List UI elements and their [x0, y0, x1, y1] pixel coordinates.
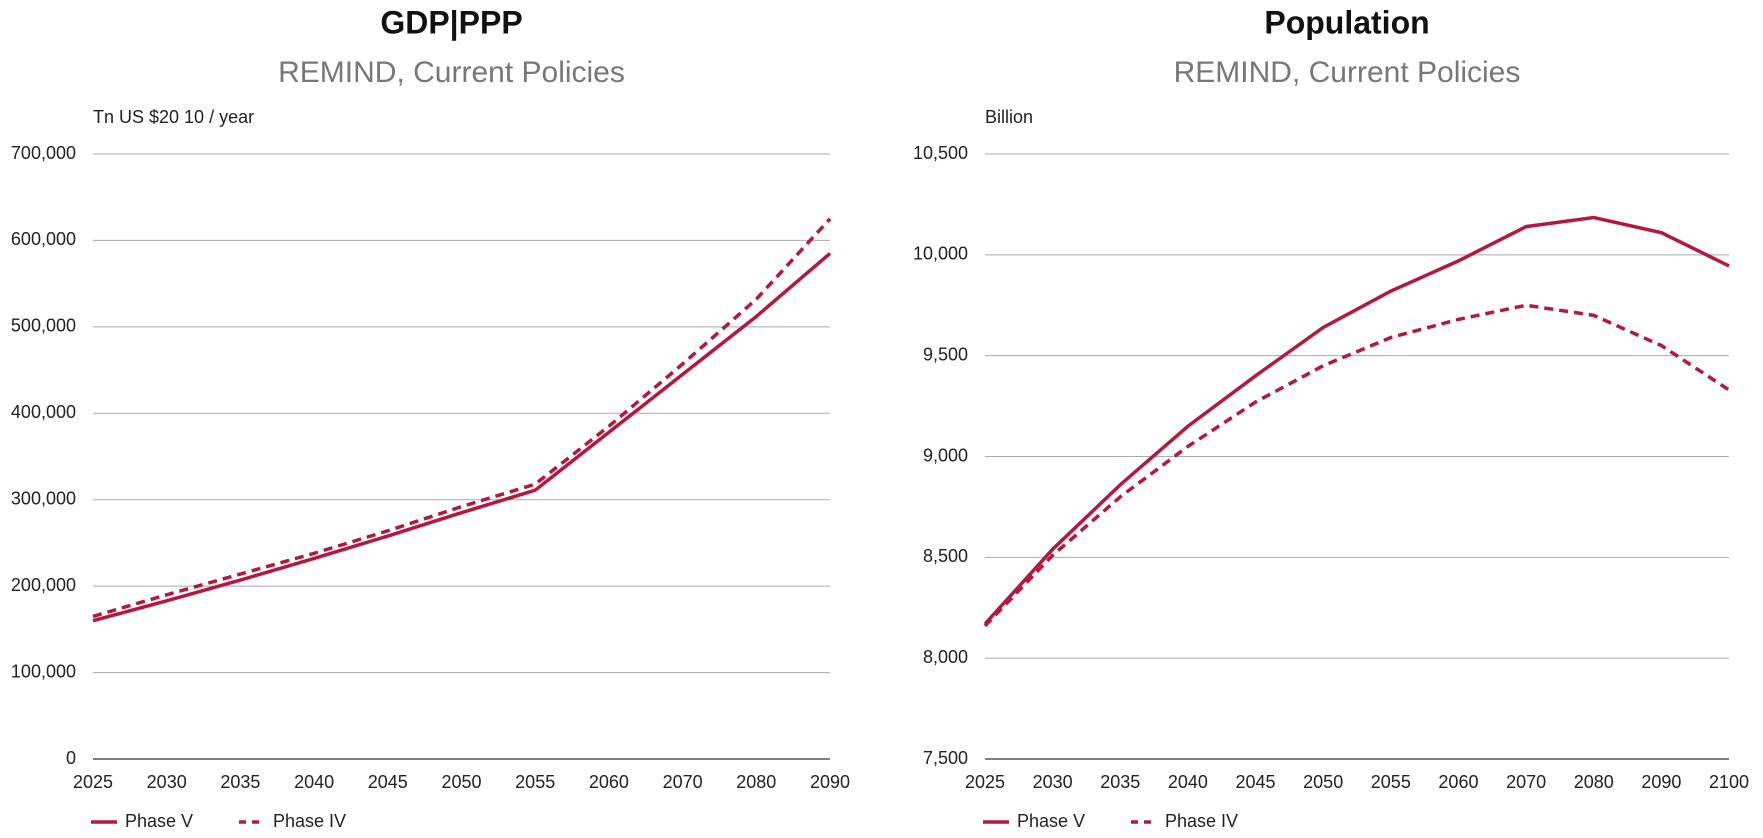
x-tick-label: 2090: [1641, 772, 1681, 792]
legend-label: Phase V: [125, 811, 193, 831]
line-series: [983, 215, 1730, 626]
y-tick-label: 600,000: [11, 229, 76, 249]
y-tick-label: 700,000: [11, 143, 76, 163]
y-tick-label: 9,000: [923, 445, 968, 465]
line-series: [983, 303, 1730, 628]
x-tick-label: 2050: [1303, 772, 1343, 792]
y-tick-label: 7,500: [923, 748, 968, 768]
legend-label: Phase IV: [1165, 811, 1238, 831]
x-tick-label: 2070: [1506, 772, 1546, 792]
x-tick-label: 2055: [515, 772, 555, 792]
y-tick-label: 300,000: [11, 488, 76, 508]
chart-title: GDP|PPP: [380, 4, 522, 40]
x-tick-label: 2060: [589, 772, 629, 792]
line-series: [92, 252, 832, 623]
y-tick-label: 0: [66, 748, 76, 768]
x-tick-label: 2040: [1168, 772, 1208, 792]
x-tick-label: 2080: [736, 772, 776, 792]
chart-title: Population: [1264, 4, 1429, 40]
x-tick-label: 2025: [73, 772, 113, 792]
line-series: [92, 217, 832, 619]
x-tick-label: 2060: [1438, 772, 1478, 792]
y-axis-label: Billion: [985, 107, 1033, 127]
legend-label: Phase V: [1017, 811, 1085, 831]
x-tick-label: 2080: [1574, 772, 1614, 792]
legend-label: Phase IV: [273, 811, 346, 831]
y-axis-label: Tn US $20 10 / year: [93, 107, 254, 127]
y-tick-label: 500,000: [11, 316, 76, 336]
x-tick-label: 2040: [294, 772, 334, 792]
y-tick-label: 8,000: [923, 647, 968, 667]
x-tick-label: 2035: [220, 772, 260, 792]
x-tick-label: 2090: [810, 772, 850, 792]
x-tick-label: 2030: [1033, 772, 1073, 792]
x-tick-label: 2025: [965, 772, 1005, 792]
x-tick-label: 2070: [663, 772, 703, 792]
y-tick-label: 10,500: [913, 143, 968, 163]
x-tick-label: 2050: [441, 772, 481, 792]
y-tick-label: 100,000: [11, 661, 76, 681]
chart-subtitle: REMIND, Current Policies: [1174, 56, 1521, 89]
chart-subtitle: REMIND, Current Policies: [278, 56, 625, 89]
x-tick-label: 2045: [368, 772, 408, 792]
x-tick-label: 2035: [1100, 772, 1140, 792]
x-tick-label: 2045: [1236, 772, 1276, 792]
y-tick-label: 8,500: [923, 546, 968, 566]
y-tick-label: 400,000: [11, 402, 76, 422]
y-tick-label: 9,500: [923, 344, 968, 364]
x-tick-label: 2030: [147, 772, 187, 792]
y-tick-label: 200,000: [11, 575, 76, 595]
x-tick-label: 2055: [1371, 772, 1411, 792]
x-tick-label: 2100: [1709, 772, 1749, 792]
y-tick-label: 10,000: [913, 244, 968, 264]
